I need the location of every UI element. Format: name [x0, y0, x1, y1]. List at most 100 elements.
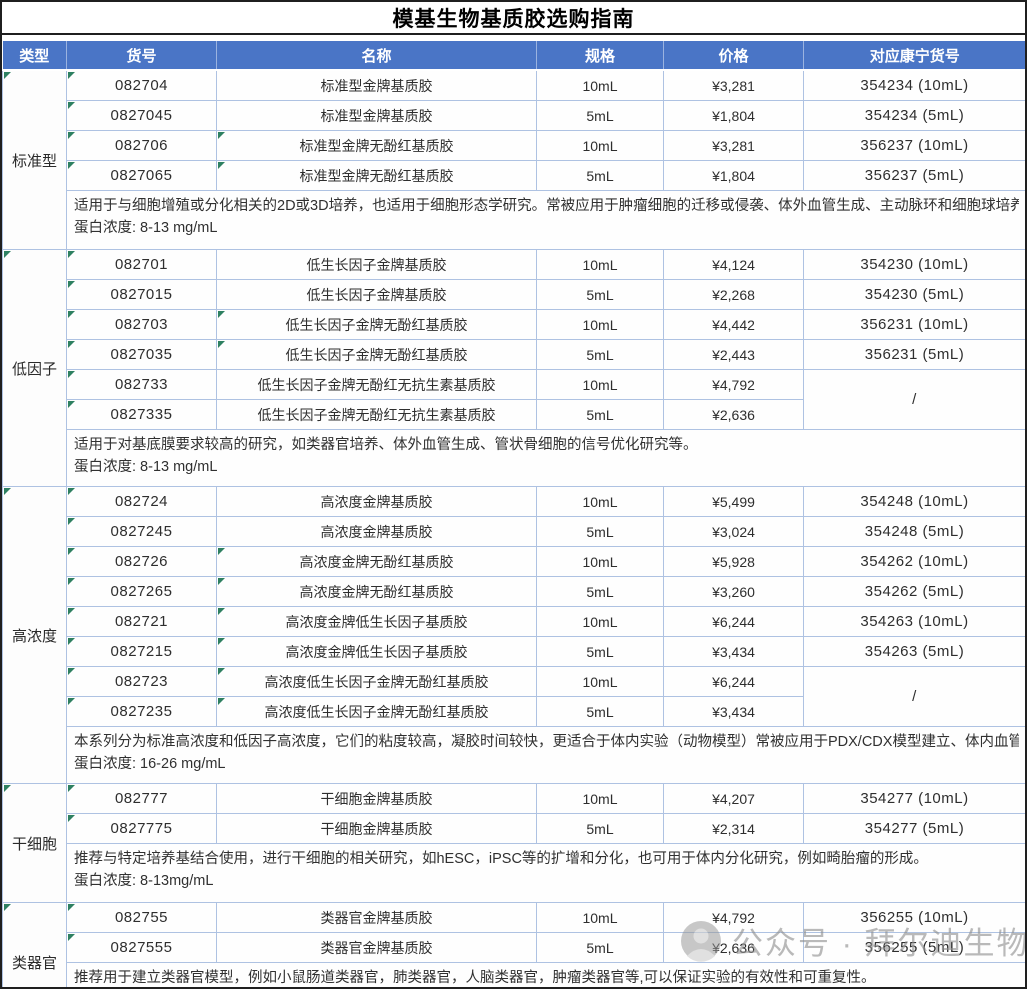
catalog-cell: 082701: [66, 249, 217, 280]
table-row: 0827775 干细胞金牌基质胶 5mL ¥2,314 354277 (5mL): [3, 813, 1025, 844]
name-cell: 高浓度金牌低生长因子基质胶: [216, 636, 537, 667]
catalog-cell: 082721: [66, 606, 217, 637]
error-indicator-icon: [4, 904, 11, 911]
protein-concentration: 蛋白浓度: 8-13mg/mL: [74, 873, 214, 889]
price-cell: ¥2,636: [663, 399, 804, 430]
section-description: 适用于对基底膜要求较高的研究，如类器官培养、体外血管生成、管状骨细胞的信号优化研…: [66, 429, 1025, 487]
catalog-cell: 0827215: [66, 636, 217, 667]
type-cell: 高浓度: [2, 486, 67, 784]
spec-cell: 10mL: [536, 666, 664, 697]
name-cell: 低生长因子金牌基质胶: [216, 279, 537, 310]
table-row: 低因子 082701 低生长因子金牌基质胶 10mL ¥4,124 354230…: [2, 249, 1025, 487]
col-header-spec: 规格: [536, 41, 664, 71]
error-indicator-icon: [218, 548, 225, 555]
col-header-type: 类型: [2, 41, 67, 71]
spec-cell: 5mL: [536, 279, 664, 310]
usage-text: 推荐与特定培养基结合使用，进行干细胞的相关研究，如hESC，iPSC等的扩增和分…: [74, 851, 928, 867]
section-description: 适用于与细胞增殖或分化相关的2D或3D培养，也适用于细胞形态学研究。常被应用于肿…: [66, 190, 1025, 250]
spec-cell: 10mL: [536, 309, 664, 340]
corning-cell-merged: /: [803, 666, 1025, 727]
corning-cell: 356231 (5mL): [803, 339, 1025, 370]
corning-cell: 354263 (5mL): [803, 636, 1025, 667]
catalog-cell: 082724: [66, 486, 217, 517]
catalog-cell: 082706: [66, 130, 217, 161]
error-indicator-icon: [68, 102, 75, 109]
name-cell: 标准型金牌基质胶: [216, 100, 537, 131]
error-indicator-icon: [218, 341, 225, 348]
error-indicator-icon: [68, 698, 75, 705]
usage-text: 本系列分为标准高浓度和低因子高浓度，它们的粘度较高，凝胶时间较快，更适合于体内实…: [74, 734, 1019, 750]
description-row: 推荐用于建立类器官模型，例如小鼠肠道类器官，肺类器官，人脑类器官，肿瘤类器官等,…: [3, 962, 1025, 987]
col-header-price: 价格: [663, 41, 804, 71]
price-cell: ¥5,928: [663, 546, 804, 577]
price-cell: ¥4,792: [663, 902, 804, 933]
table-row: 0827235 高浓度低生长因子金牌无酚红基质胶 5mL ¥3,434: [3, 696, 1026, 727]
table-row: 082706 标准型金牌无酚红基质胶 10mL ¥3,281 356237 (1…: [3, 130, 1025, 161]
spec-cell: 5mL: [536, 339, 664, 370]
catalog-cell: 0827775: [66, 813, 217, 844]
name-cell: 标准型金牌无酚红基质胶: [216, 130, 537, 161]
name-cell: 低生长因子金牌基质胶: [216, 249, 537, 280]
protein-concentration: 蛋白浓度: 8-13 mg/mL: [74, 459, 218, 475]
col-header-name: 名称: [216, 41, 537, 71]
catalog-cell: 082723: [66, 666, 217, 697]
price-cell: ¥3,281: [663, 130, 804, 161]
name-cell: 高浓度金牌基质胶: [216, 486, 537, 517]
spec-cell: 10mL: [536, 130, 664, 161]
price-cell: ¥2,443: [663, 339, 804, 370]
spec-cell: 5mL: [536, 516, 664, 547]
error-indicator-icon: [68, 548, 75, 555]
price-cell: ¥4,124: [663, 249, 804, 280]
table-row: 0827245 高浓度金牌基质胶 5mL ¥3,024 354248 (5mL): [3, 516, 1025, 547]
table-row: 082723 高浓度低生长因子金牌无酚红基质胶 10mL ¥6,244 /: [3, 666, 1025, 727]
error-indicator-icon: [4, 72, 11, 79]
price-cell: ¥3,434: [663, 636, 804, 667]
spec-cell: 5mL: [536, 100, 664, 131]
type-cell: 类器官: [2, 902, 67, 987]
corning-cell: 354230 (10mL): [803, 249, 1025, 280]
corning-cell: 354248 (10mL): [803, 486, 1025, 517]
error-indicator-icon: [68, 934, 75, 941]
spec-cell: 10mL: [536, 783, 664, 814]
error-indicator-icon: [218, 132, 225, 139]
error-indicator-icon: [218, 162, 225, 169]
type-cell: 干细胞: [2, 783, 67, 903]
spec-cell: 10mL: [536, 486, 664, 517]
price-cell: ¥3,024: [663, 516, 804, 547]
catalog-cell: 082704: [66, 69, 217, 101]
error-indicator-icon: [4, 488, 11, 495]
spec-cell: 5mL: [536, 636, 664, 667]
table-row: 082726 高浓度金牌无酚红基质胶 10mL ¥5,928 354262 (1…: [3, 546, 1025, 577]
corning-cell-merged: /: [803, 369, 1025, 430]
price-cell: ¥6,244: [663, 606, 804, 637]
name-cell: 干细胞金牌基质胶: [216, 813, 537, 844]
description-row: 本系列分为标准高浓度和低因子高浓度，它们的粘度较高，凝胶时间较快，更适合于体内实…: [3, 726, 1025, 784]
catalog-cell: 0827045: [66, 100, 217, 131]
error-indicator-icon: [4, 785, 11, 792]
price-cell: ¥2,636: [663, 932, 804, 963]
corning-cell: 354263 (10mL): [803, 606, 1025, 637]
price-cell: ¥3,434: [663, 696, 804, 727]
corning-cell: 356231 (10mL): [803, 309, 1025, 340]
corning-cell: 354234 (10mL): [803, 69, 1025, 101]
catalog-cell: 0827555: [66, 932, 217, 963]
corning-cell: 354262 (5mL): [803, 576, 1025, 607]
error-indicator-icon: [68, 341, 75, 348]
name-cell: 高浓度金牌无酚红基质胶: [216, 576, 537, 607]
error-indicator-icon: [218, 608, 225, 615]
section-description: 推荐用于建立类器官模型，例如小鼠肠道类器官，肺类器官，人脑类器官，肿瘤类器官等,…: [66, 962, 1025, 987]
error-indicator-icon: [68, 815, 75, 822]
price-cell: ¥3,281: [663, 69, 804, 101]
price-cell: ¥6,244: [663, 666, 804, 697]
description-row: 适用于与细胞增殖或分化相关的2D或3D培养，也适用于细胞形态学研究。常被应用于肿…: [3, 190, 1025, 250]
section-description: 本系列分为标准高浓度和低因子高浓度，它们的粘度较高，凝胶时间较快，更适合于体内实…: [66, 726, 1025, 784]
name-cell: 低生长因子金牌无酚红无抗生素基质胶: [216, 369, 537, 400]
catalog-cell: 0827235: [66, 696, 217, 727]
corning-cell: 354230 (5mL): [803, 279, 1025, 310]
product-table: 类型 货号 名称 规格 价格 对应康宁货号 标准型 082704 标准型金牌基质…: [2, 41, 1026, 987]
type-cell: 低因子: [2, 249, 67, 487]
name-cell: 高浓度低生长因子金牌无酚红基质胶: [216, 696, 537, 727]
table-row: 0827335 低生长因子金牌无酚红无抗生素基质胶 5mL ¥2,636: [3, 399, 1026, 430]
error-indicator-icon: [68, 401, 75, 408]
table-row: 082733 低生长因子金牌无酚红无抗生素基质胶 10mL ¥4,792 /: [3, 369, 1025, 430]
